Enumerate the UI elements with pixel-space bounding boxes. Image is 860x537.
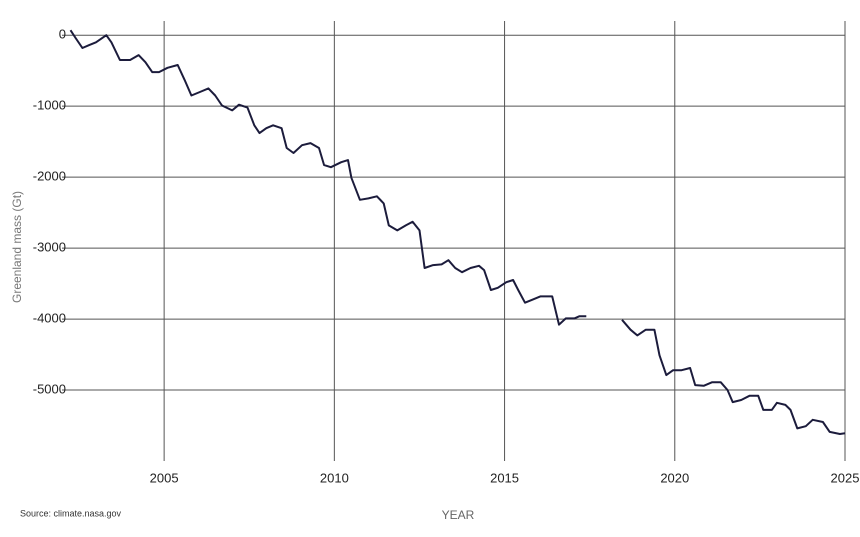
data-line (69, 29, 846, 435)
x-axis-label: YEAR (442, 508, 475, 522)
source: Source: climate.nasa.gov (20, 508, 122, 518)
y-axis-label: Greenland mass (Gt) (10, 191, 24, 303)
x-tick-label: 2010 (320, 470, 349, 485)
y-tick-label: -2000 (33, 169, 66, 184)
y-tick-label: -5000 (33, 381, 66, 396)
x-tick-label: 2005 (150, 470, 179, 485)
y-tick-label: 0 (59, 27, 66, 42)
x-tick-label: 2025 (831, 470, 860, 485)
x-tick-label: 2015 (490, 470, 519, 485)
y-tick-label: -1000 (33, 98, 66, 113)
x-tick-label: 2020 (660, 470, 689, 485)
y-tick-label: -4000 (33, 311, 66, 326)
y-tick-label: -3000 (33, 240, 66, 255)
